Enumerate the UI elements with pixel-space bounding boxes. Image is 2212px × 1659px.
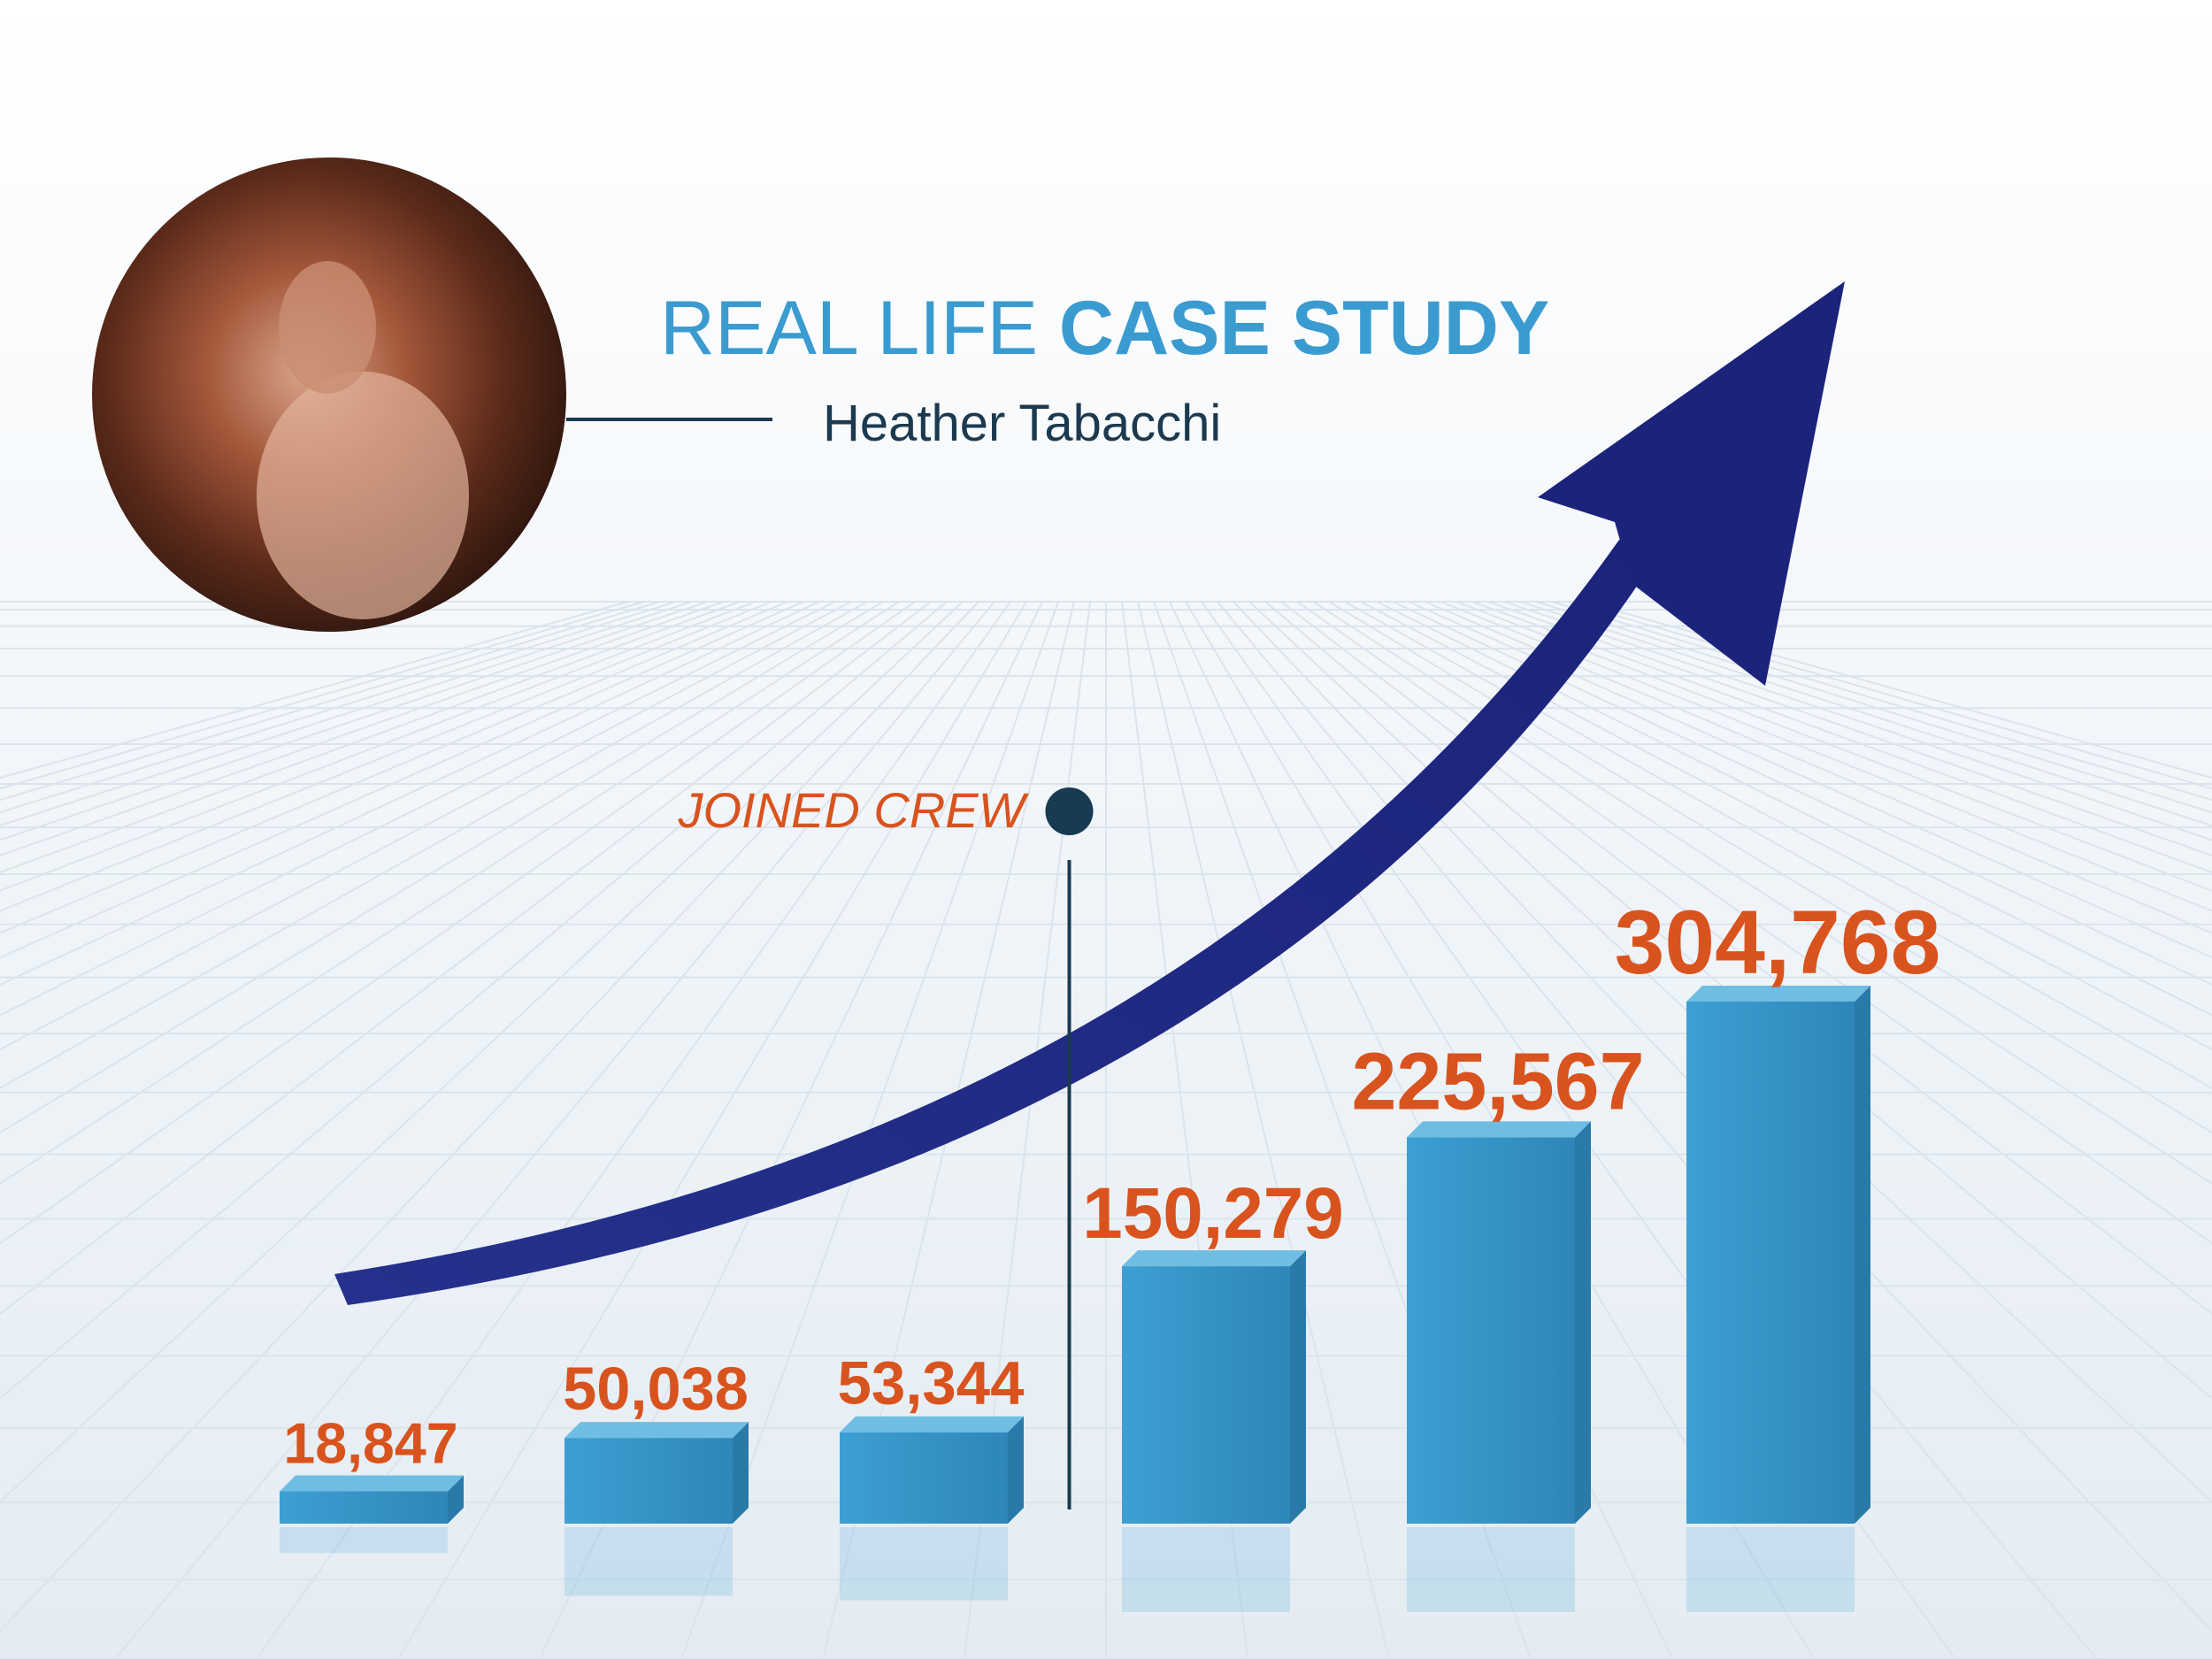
floor-grid-line [0, 601, 725, 856]
floor-grid-line [0, 601, 852, 1051]
title: REAL LIFE CASE STUDY [660, 286, 1549, 371]
floor-grid-line [1487, 601, 2212, 856]
floor-grid-line [1360, 601, 2212, 1051]
floor-grid-line [1408, 601, 2212, 959]
floor-grid-line [1567, 601, 2212, 790]
bar-top [840, 1416, 1024, 1432]
bar-side [733, 1422, 749, 1524]
data-label: 150,279 [1082, 1173, 1343, 1254]
bar [1122, 1266, 1290, 1524]
bar-top [280, 1475, 464, 1492]
floor-grid-line [1503, 601, 2212, 841]
bar-side [1008, 1416, 1024, 1524]
data-label: 18,847 [283, 1412, 457, 1476]
floor-grid-line [0, 601, 772, 912]
data-label: 225,567 [1351, 1036, 1644, 1126]
annotation: JOINED CREW [678, 782, 1030, 838]
bar-reflection [1122, 1527, 1290, 1612]
bar-reflection [1407, 1527, 1575, 1612]
floor-grid-line [114, 601, 995, 1659]
bar-reflection [565, 1527, 733, 1596]
floor-grid-line [1551, 601, 2212, 802]
bar-side [1290, 1250, 1306, 1524]
photo-detail [279, 261, 376, 394]
bar [840, 1432, 1008, 1524]
bar-side [448, 1475, 464, 1524]
data-label: 304,768 [1615, 892, 1941, 993]
floor-grid-line [0, 601, 788, 934]
bar [565, 1438, 733, 1524]
title-bold: CASE STUDY [1059, 286, 1549, 371]
bar-reflection [840, 1527, 1008, 1601]
bar-reflection [280, 1527, 448, 1554]
floor-grid-line [0, 601, 757, 892]
floor-grid-line [0, 601, 900, 1185]
floor-grid-line [1471, 601, 2212, 873]
floor-grid-line [397, 601, 1027, 1659]
bar-reflection [1686, 1527, 1855, 1612]
bar-top [1686, 986, 1870, 1002]
floor-grid-line [0, 601, 645, 790]
floor-grid-line [0, 601, 709, 841]
floor-grid-line [0, 601, 868, 1089]
floor-grid-line [0, 601, 661, 802]
floor-grid-line [0, 601, 804, 959]
floor-grid-line [0, 601, 741, 873]
floor-grid-line [1440, 601, 2212, 912]
floor-grid-line [1519, 601, 2212, 827]
floor-grid-line [1376, 601, 2212, 1017]
bar-side [1855, 986, 1870, 1524]
floor-grid-line [0, 601, 916, 1245]
floor-grid-line [1217, 601, 2098, 1659]
floor-grid-line [1344, 601, 2212, 1089]
floor-grid-line [1392, 601, 2212, 987]
floor-grid-line [1137, 601, 1390, 1659]
floor-grid-line [0, 601, 964, 1503]
data-label: 53,344 [837, 1349, 1024, 1417]
floor-grid-line [0, 601, 979, 1632]
floor-grid-line [0, 601, 677, 814]
floor-grid-line [1280, 601, 2212, 1316]
floor-grid-line [1312, 601, 2212, 1185]
bar-top [1407, 1121, 1591, 1138]
subtitle: Heather Tabacchi [823, 395, 1221, 452]
floor-grid-line [1296, 601, 2212, 1245]
bar-top [1122, 1250, 1306, 1267]
floor-grid-line [0, 601, 948, 1400]
arrow-head [1538, 281, 1845, 686]
bar [1407, 1137, 1575, 1524]
title-light: REAL LIFE [660, 286, 1038, 371]
annotation-dot [1045, 787, 1094, 835]
data-label: 50,038 [563, 1355, 749, 1423]
floor-grid-line [1424, 601, 2212, 934]
floor-grid-line [0, 601, 932, 1316]
photo-detail [257, 372, 469, 619]
floor-grid-line [1535, 601, 2212, 814]
bar-side [1575, 1121, 1591, 1524]
floor-grid-line [0, 601, 884, 1134]
floor-grid-line [1455, 601, 2212, 892]
bar-top [565, 1422, 749, 1439]
floor-grid-line [1328, 601, 2212, 1134]
bar [1686, 1002, 1855, 1524]
floor-grid-line [0, 601, 836, 1017]
floor-grid-line [0, 601, 693, 827]
floor-grid-line [0, 601, 820, 987]
bar [280, 1491, 448, 1524]
